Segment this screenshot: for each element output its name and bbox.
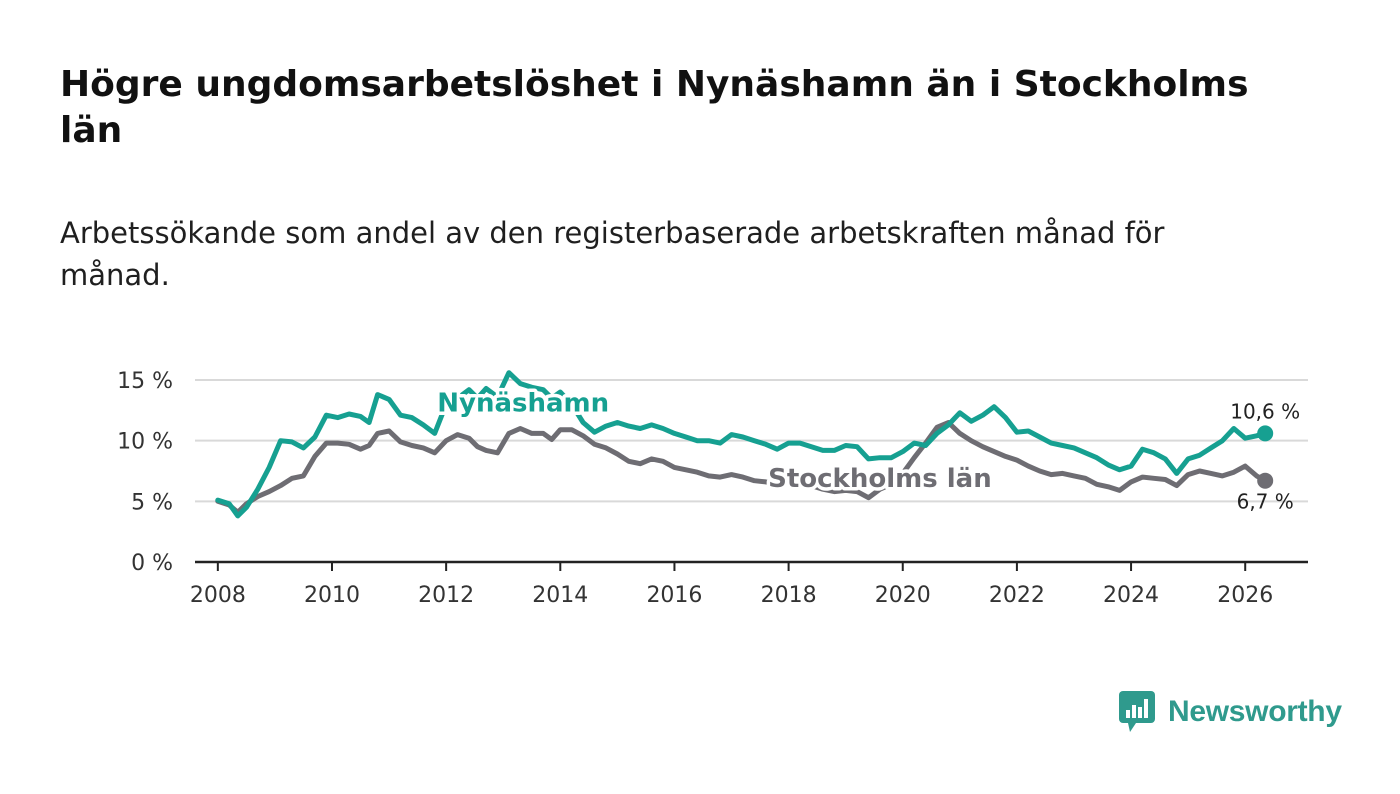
- x-tick-label: 2016: [646, 583, 702, 608]
- y-tick-label: 5 %: [131, 490, 173, 515]
- chart-subtitle: Arbetssökande som andel av den registerb…: [60, 216, 1165, 292]
- series-label-stockholm-halo: Stockholms län: [768, 464, 992, 494]
- series-label-nynashamn: Nynäshamn: [437, 389, 609, 419]
- end-label-stockholm: 6,7 %: [1237, 490, 1294, 514]
- x-tick-label: 2020: [875, 583, 931, 608]
- newsworthy-logo[interactable]: Newsworthy: [1118, 690, 1342, 734]
- y-tick-label: 15 %: [117, 369, 173, 394]
- end-dot-nynashamn: [1257, 425, 1274, 442]
- bar-chart-speech-bubble-icon: [1119, 691, 1155, 732]
- brand-name: Newsworthy: [1168, 695, 1342, 728]
- x-tick-label: 2010: [304, 583, 360, 608]
- x-tick-label: 2008: [190, 583, 246, 608]
- x-tick-label: 2024: [1103, 583, 1159, 608]
- y-tick-label: 10 %: [117, 430, 173, 455]
- end-label-nynashamn: 10,6 %: [1230, 399, 1300, 423]
- line-chart: 0 % 5 % 10 % 15 % 2008 2010 2012 2014 2016 2018 20…: [117, 369, 1308, 608]
- series-label-nynashamn-halo: Nynäshamn: [437, 389, 609, 419]
- series-line-stockholm: [215, 420, 1268, 515]
- series-label-stockholm: Stockholms län: [768, 464, 992, 494]
- x-tick-label: 2012: [418, 583, 474, 608]
- y-tick-label: 0 %: [131, 551, 173, 576]
- chart-title: Högre ungdomsarbetslöshet i Nynäshamn än…: [60, 64, 1249, 151]
- x-tick-label: 2014: [532, 583, 588, 608]
- end-dot-stockholm: [1257, 472, 1274, 489]
- series-line-nynashamn: [215, 370, 1268, 519]
- x-tick-label: 2022: [989, 583, 1045, 608]
- x-tick-label: 2018: [761, 583, 817, 608]
- x-tick-label: 2026: [1217, 583, 1273, 608]
